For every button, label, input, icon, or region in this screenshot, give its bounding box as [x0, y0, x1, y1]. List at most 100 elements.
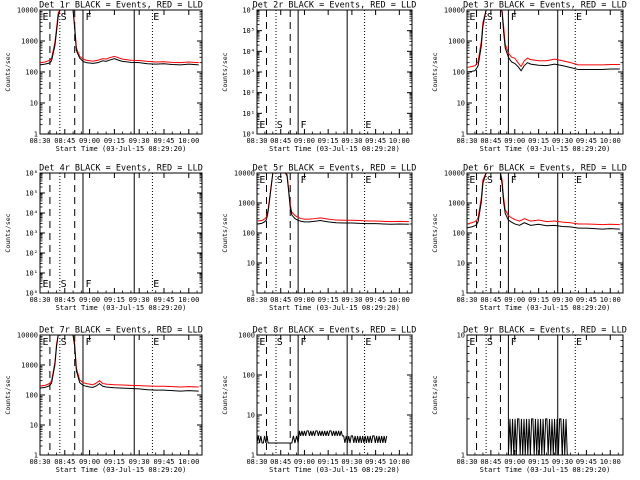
- chart-3-ytick-label: 100: [452, 69, 465, 77]
- chart-1-series-2-line: [40, 10, 199, 66]
- chart-6-xtick-label: 09:45: [576, 296, 597, 304]
- chart-9-ytick-label: 10: [457, 332, 465, 340]
- chart-6-series-2-line: [467, 173, 620, 230]
- chart-1-xtick-label: 08:30: [29, 137, 50, 145]
- chart-1-ylabel: Counts/sec: [4, 52, 12, 91]
- chart-2-frame: [256, 9, 413, 135]
- chart-5-ylabel: Counts/sec: [221, 213, 229, 252]
- chart-9-frame: [466, 334, 624, 456]
- chart-7-xtick-label: 09:45: [153, 458, 174, 466]
- chart-6-xtick-label: 09:15: [528, 296, 549, 304]
- chart-6-segment-label: S: [487, 175, 493, 186]
- chart-4-segment-label: E: [42, 279, 48, 290]
- chart-3-xtick-label: 08:30: [456, 137, 477, 145]
- chart-7-data: [40, 335, 199, 392]
- chart-9-ylabel: Counts/sec: [431, 375, 439, 414]
- chart-8-data: [257, 430, 388, 444]
- chart-9-segment-label: F: [511, 337, 517, 348]
- chart-5-title: Det 5r BLACK = Events, RED = LLD: [253, 164, 417, 174]
- chart-6-ytick-label: 10: [457, 260, 465, 268]
- chart-2-ytick-label: 10¹: [242, 110, 255, 118]
- chart-9-xtick-label: 09:30: [552, 458, 573, 466]
- chart-4-ytick-label: 10⁰: [25, 290, 38, 298]
- chart-4-xtick-label: 09:00: [79, 296, 100, 304]
- chart-7-segment-label: F: [85, 337, 91, 348]
- chart-8-panel: Det 8r BLACK = Events, RED = LLD 1 10 100 10…: [221, 326, 416, 475]
- chart-5-segment-label: E: [259, 175, 265, 186]
- chart-9-ytick-label: 1: [461, 452, 465, 460]
- chart-7-segment-label: S: [61, 337, 67, 348]
- chart-4-xtick-label: 10:00: [178, 296, 199, 304]
- chart-3-segment-label: E: [576, 12, 582, 23]
- chart-5-data: [257, 173, 409, 225]
- chart-4-segment-label: S: [61, 279, 67, 290]
- chart-8-xtick-label: 10:00: [389, 458, 410, 466]
- chart-5-xtick-label: 09:00: [294, 296, 315, 304]
- chart-7-segment-label: E: [153, 337, 159, 348]
- chart-4-title: Det 4r BLACK = Events, RED = LLD: [39, 164, 203, 174]
- chart-6-panel: Det 6r BLACK = Events, RED = LLD 1 10 100 10…: [431, 164, 627, 313]
- chart-1-xtick-label: 09:45: [153, 137, 174, 145]
- chart-8-xtick-label: 09:45: [365, 458, 386, 466]
- chart-4-xtick-label: 09:15: [104, 296, 125, 304]
- chart-6-xtick-label: 08:45: [480, 296, 501, 304]
- chart-4-segment-label: F: [85, 279, 91, 290]
- chart-5-panel: Det 5r BLACK = Events, RED = LLD 1 10 100 10…: [221, 164, 416, 313]
- chart-8-ytick-label: 100: [242, 372, 255, 380]
- chart-2-xtick-label: 09:00: [294, 137, 315, 145]
- chart-3-xlabel: Start Time (03-Jul-15 08:29:20): [480, 145, 611, 153]
- chart-7-ytick-label: 1000: [21, 362, 38, 370]
- chart-3-frame: [466, 9, 624, 135]
- chart-6-xtick-label: 09:30: [552, 296, 573, 304]
- chart-7-xtick-label: 09:15: [104, 458, 125, 466]
- chart-4-xtick-label: 08:45: [54, 296, 75, 304]
- chart-4-panel: Det 4r BLACK = Events, RED = LLD 10⁰ 10¹ 10…: [4, 164, 203, 313]
- chart-2-title: Det 2r BLACK = Events, RED = LLD: [253, 1, 417, 11]
- chart-8-xlabel: Start Time (03-Jul-15 08:29:20): [269, 466, 400, 474]
- chart-8-xtick-label: 09:30: [341, 458, 362, 466]
- chart-5-segment-label: S: [277, 175, 283, 186]
- chart-5-ytick-label: 10: [247, 260, 255, 268]
- chart-7-frame: [39, 334, 203, 456]
- chart-2-ytick-label: 10⁵: [242, 27, 255, 35]
- chart-9-title: Det 9r BLACK = Events, RED = LLD: [463, 326, 627, 336]
- chart-9-segment-label: E: [469, 337, 475, 348]
- chart-2-xtick-label: 08:30: [246, 137, 267, 145]
- chart-6-segment-label: E: [469, 175, 475, 186]
- chart-3-ytick-label: 1000: [448, 38, 465, 46]
- chart-9-segment-label: S: [487, 337, 493, 348]
- chart-5-segment-label: E: [365, 175, 371, 186]
- chart-2-ytick-label: 10⁶: [242, 7, 255, 15]
- chart-1-xlabel: Start Time (03-Jul-15 08:29:20): [56, 145, 187, 153]
- chart-6-ytick-label: 100: [452, 230, 465, 238]
- chart-9-series-1-line: [507, 418, 568, 455]
- chart-1-ytick-label: 1: [34, 131, 38, 139]
- chart-8-ytick-label: 10: [247, 412, 255, 420]
- chart-2-xlabel: Start Time (03-Jul-15 08:29:20): [269, 145, 400, 153]
- chart-9-segment-label: E: [576, 337, 582, 348]
- chart-5-xtick-label: 09:30: [341, 296, 362, 304]
- chart-1-panel: Det 1r BLACK = Events, RED = LLD 1 10 100 10…: [4, 1, 203, 154]
- chart-8-segment-label: F: [300, 337, 306, 348]
- chart-8-title: Det 8r BLACK = Events, RED = LLD: [253, 326, 417, 336]
- chart-9-panel: Det 9r BLACK = Events, RED = LLD 1 10 08:30…: [431, 326, 627, 475]
- chart-3-xtick-label: 09:30: [552, 137, 573, 145]
- chart-2-ylabel: Counts/sec: [221, 52, 229, 91]
- chart-3-segment-label: F: [511, 12, 517, 23]
- chart-6-ytick-label: 1: [461, 290, 465, 298]
- chart-7-xtick-label: 09:30: [129, 458, 150, 466]
- chart-8-xtick-label: 08:30: [246, 458, 267, 466]
- chart-5-ytick-label: 1: [251, 290, 255, 298]
- chart-7-panel: Det 7r BLACK = Events, RED = LLD 1 10 100 10…: [4, 326, 203, 475]
- chart-1-segment-label: E: [153, 12, 159, 23]
- chart-4-ytick-label: 10⁴: [25, 210, 38, 218]
- chart-2-ytick-label: 10³: [242, 69, 255, 77]
- chart-6-segment-label: F: [511, 175, 517, 186]
- chart-5-xlabel: Start Time (03-Jul-15 08:29:20): [269, 304, 400, 312]
- chart-2-segment-label: E: [259, 120, 265, 131]
- chart-9-xtick-label: 08:45: [480, 458, 501, 466]
- chart-8-ytick-label: 1000: [238, 332, 255, 340]
- chart-7-xtick-label: 08:45: [54, 458, 75, 466]
- chart-7-ytick-label: 10000: [17, 332, 38, 340]
